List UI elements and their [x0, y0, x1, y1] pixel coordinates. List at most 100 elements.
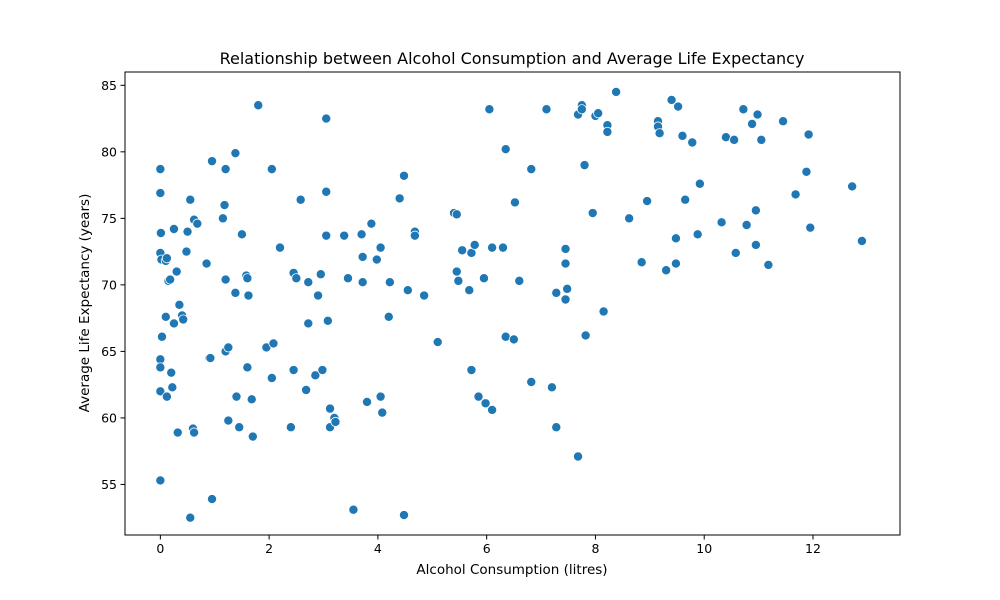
y-tick-label: 75: [101, 211, 117, 226]
data-point: [291, 273, 302, 284]
data-point: [223, 342, 234, 353]
data-point: [155, 386, 166, 397]
data-point: [805, 222, 816, 233]
data-point: [234, 422, 245, 433]
data-point: [321, 230, 332, 241]
data-point: [747, 118, 758, 129]
x-tick-label: 10: [696, 541, 712, 556]
x-tick-label: 2: [265, 541, 273, 556]
data-point: [181, 246, 192, 257]
data-point: [580, 330, 591, 341]
data-point: [730, 247, 741, 258]
data-point: [593, 108, 604, 119]
data-point: [243, 290, 254, 301]
data-points: [155, 86, 867, 523]
data-point: [409, 230, 420, 241]
data-point: [274, 242, 285, 253]
data-point: [189, 427, 200, 438]
data-point: [178, 314, 189, 325]
data-point: [384, 277, 395, 288]
y-tick-label: 85: [101, 78, 117, 93]
data-point: [371, 254, 382, 265]
data-point: [763, 259, 774, 270]
data-point: [670, 233, 681, 244]
data-point: [168, 223, 179, 234]
data-point: [509, 197, 520, 208]
data-point: [803, 129, 814, 140]
data-point: [466, 365, 477, 376]
data-point: [560, 258, 571, 269]
data-point: [562, 283, 573, 294]
data-point: [636, 257, 647, 268]
data-point: [155, 227, 166, 238]
data-point: [172, 427, 183, 438]
data-point: [526, 376, 537, 387]
data-point: [231, 391, 242, 402]
data-point: [247, 431, 258, 442]
data-point: [508, 334, 519, 345]
data-point: [246, 394, 257, 405]
data-point: [285, 422, 296, 433]
data-point: [357, 277, 368, 288]
data-point: [171, 266, 182, 277]
data-point: [673, 101, 684, 112]
data-point: [362, 396, 373, 407]
data-point: [325, 403, 336, 414]
data-point: [220, 164, 231, 175]
data-point: [377, 407, 388, 418]
data-point: [654, 128, 665, 139]
y-tick-label: 80: [101, 144, 117, 159]
data-point: [480, 398, 491, 409]
data-point: [419, 290, 430, 301]
data-point: [398, 170, 409, 181]
data-point: [375, 242, 386, 253]
x-axis-label: Alcohol Consumption (litres): [416, 562, 607, 578]
data-point: [573, 451, 584, 462]
data-point: [207, 156, 218, 167]
data-point: [692, 229, 703, 240]
data-point: [670, 258, 681, 269]
x-tick-label: 4: [374, 541, 382, 556]
y-tick-label: 70: [101, 277, 117, 292]
data-point: [207, 494, 218, 505]
data-point: [576, 104, 587, 115]
y-axis-label: Average Life Expectancy (years): [77, 194, 93, 413]
data-point: [315, 269, 326, 280]
data-point: [473, 391, 484, 402]
data-point: [330, 416, 341, 427]
data-point: [487, 242, 498, 253]
data-point: [201, 258, 212, 269]
y-tick-label: 55: [101, 477, 117, 492]
data-point: [160, 311, 171, 322]
data-point: [398, 510, 409, 521]
data-point: [666, 94, 677, 105]
data-point: [560, 243, 571, 254]
data-point: [288, 365, 299, 376]
data-point: [165, 274, 176, 285]
data-point: [602, 126, 613, 137]
data-point: [661, 265, 672, 276]
data-point: [579, 160, 590, 171]
data-point: [541, 104, 552, 115]
data-point: [694, 178, 705, 189]
data-point: [242, 273, 253, 284]
data-point: [342, 273, 353, 284]
data-point: [230, 287, 241, 298]
data-point: [357, 251, 368, 262]
data-point: [266, 373, 277, 384]
data-point: [156, 331, 167, 342]
data-point: [303, 318, 314, 329]
data-point: [546, 382, 557, 393]
data-point: [220, 274, 231, 285]
data-point: [756, 134, 767, 145]
data-point: [217, 213, 228, 224]
data-point: [716, 217, 727, 228]
data-point: [642, 196, 653, 207]
data-point: [514, 275, 525, 286]
data-point: [687, 137, 698, 148]
data-point: [230, 148, 241, 159]
data-point: [303, 277, 314, 288]
data-point: [295, 194, 306, 205]
data-point: [155, 362, 166, 373]
data-point: [741, 219, 752, 230]
